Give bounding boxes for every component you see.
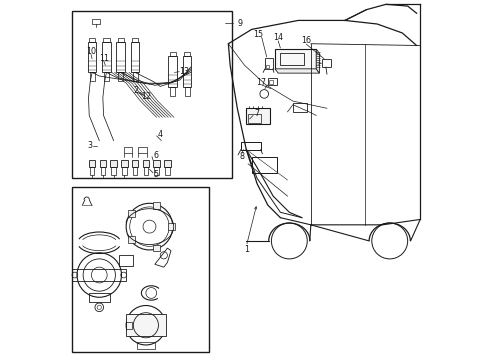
Bar	[110, 160, 117, 167]
Bar	[292, 103, 306, 112]
Text: 4: 4	[158, 130, 163, 139]
Bar	[274, 49, 316, 69]
Bar	[168, 224, 175, 230]
Text: 2: 2	[133, 86, 139, 95]
Bar	[88, 293, 110, 302]
Bar	[247, 114, 260, 123]
Bar	[153, 160, 160, 167]
Text: 3: 3	[87, 141, 92, 150]
Bar	[264, 58, 272, 69]
Bar	[89, 38, 95, 42]
Bar	[138, 147, 146, 153]
Bar	[165, 167, 169, 175]
Text: 12: 12	[141, 92, 151, 101]
Bar	[128, 210, 134, 217]
Text: 15: 15	[253, 30, 263, 39]
Text: 11: 11	[99, 54, 109, 63]
Bar	[103, 38, 109, 42]
Bar	[101, 167, 105, 175]
Bar	[132, 72, 137, 81]
Bar	[137, 342, 155, 348]
Bar	[164, 160, 170, 167]
Bar	[246, 108, 269, 125]
Bar	[321, 59, 330, 67]
Bar	[131, 42, 139, 72]
Bar	[119, 255, 133, 266]
Text: 10: 10	[86, 47, 96, 56]
Bar	[268, 80, 273, 84]
Bar	[143, 167, 148, 175]
Bar	[153, 202, 159, 209]
Bar	[251, 157, 276, 173]
Text: 17: 17	[256, 78, 266, 87]
Text: 6: 6	[153, 151, 158, 160]
Bar	[154, 167, 159, 175]
Bar	[265, 65, 269, 68]
Bar	[267, 78, 276, 85]
Bar	[72, 269, 126, 282]
Text: 16: 16	[301, 36, 310, 45]
Bar	[123, 147, 132, 153]
Text: 5: 5	[153, 170, 158, 179]
Bar	[183, 52, 190, 56]
Bar	[184, 87, 189, 96]
Bar	[132, 160, 138, 167]
Bar	[126, 315, 165, 336]
Bar	[72, 187, 208, 352]
Bar	[92, 19, 100, 24]
Bar	[118, 72, 123, 81]
Text: 13: 13	[179, 67, 189, 76]
Bar	[142, 160, 149, 167]
Polygon shape	[274, 69, 319, 73]
Bar	[280, 53, 303, 65]
Bar	[170, 87, 175, 96]
Text: 14: 14	[273, 33, 283, 42]
Text: 7: 7	[254, 109, 259, 118]
Bar	[122, 167, 126, 175]
Bar	[72, 12, 231, 178]
Bar	[133, 167, 137, 175]
Bar	[169, 52, 176, 56]
Text: 8: 8	[239, 152, 244, 161]
Bar	[241, 142, 260, 149]
Bar	[111, 167, 116, 175]
Text: 9: 9	[237, 19, 242, 28]
Bar	[102, 42, 110, 72]
Bar	[90, 167, 94, 175]
Bar	[89, 160, 95, 167]
Bar	[104, 72, 109, 81]
Text: 1: 1	[244, 246, 248, 255]
Bar	[116, 42, 125, 72]
Bar	[121, 160, 127, 167]
Bar	[89, 72, 94, 81]
Bar	[100, 160, 106, 167]
Bar	[132, 38, 138, 42]
Bar	[117, 38, 124, 42]
Bar	[168, 56, 177, 87]
Bar	[88, 42, 96, 72]
Bar	[153, 244, 159, 251]
Bar	[126, 321, 131, 329]
Polygon shape	[316, 49, 319, 73]
Bar	[128, 237, 134, 243]
Bar	[183, 56, 191, 87]
